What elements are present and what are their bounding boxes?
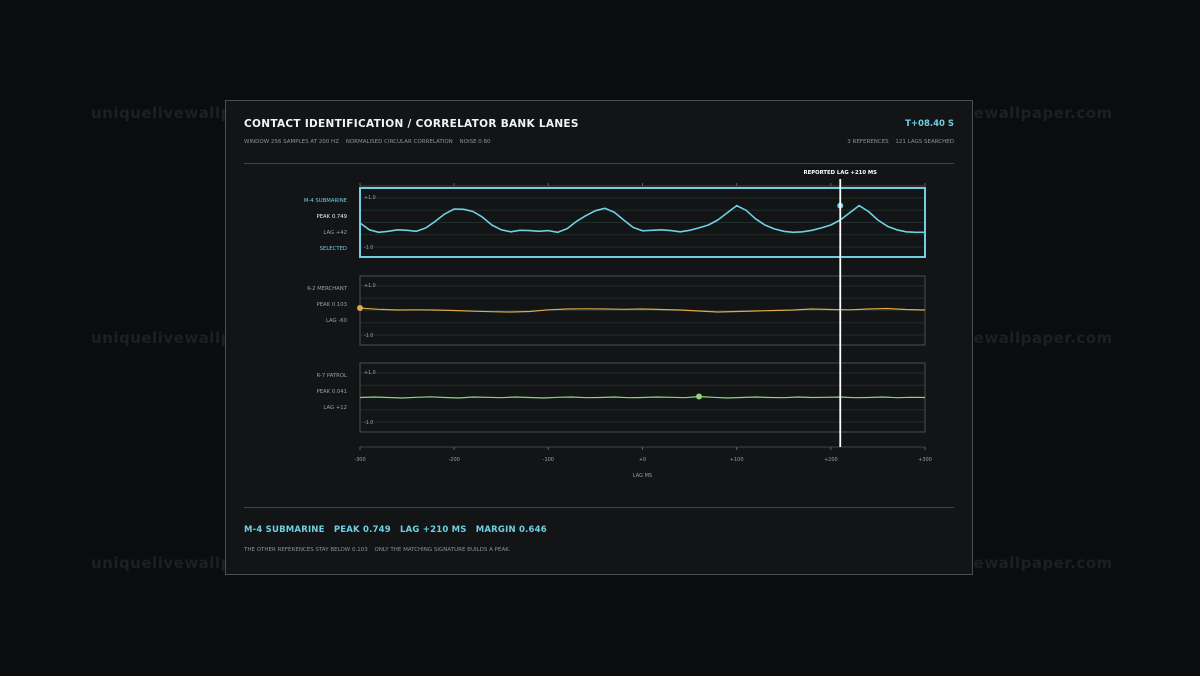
meta-noise: NOISE 0.80 [459, 139, 491, 145]
elapsed-time: T+08.40 S [905, 119, 954, 129]
peak-marker [696, 393, 702, 400]
result-note: THE OTHER REFERENCES STAY BELOW 0.103 ON… [244, 547, 516, 553]
lane-ytick-label: +1.0 [364, 370, 376, 376]
summary-lag: LAG +210 MS [400, 525, 467, 535]
meta-correlation: NORMALISED CIRCULAR CORRELATION [345, 139, 453, 145]
result-summary: M-4 SUBMARINE PEAK 0.749 LAG +210 MS MAR… [244, 525, 553, 535]
meta-references: 3 REFERENCES [847, 139, 889, 145]
lane-name-label: R-7 PATROL [316, 373, 347, 379]
series-line [359, 307, 926, 313]
lane-ytick-label: +1.0 [364, 283, 376, 289]
footer-divider [244, 507, 954, 508]
lane-ytick-label: -1.0 [364, 420, 373, 426]
peak-marker [357, 305, 363, 312]
reported-lag-label: REPORTED LAG +210 MS [804, 170, 878, 176]
note-matching-signature: ONLY THE MATCHING SIGNATURE BUILDS A PEA… [374, 547, 511, 553]
meta-left: WINDOW 256 SAMPLES AT 200 HZ NORMALISED … [244, 139, 496, 145]
meta-lags: 121 LAGS SEARCHED [895, 139, 954, 145]
lane-peak-label: PEAK 0.041 [317, 389, 348, 395]
header-divider [244, 163, 954, 164]
x-axis-label: LAG MS [633, 473, 652, 479]
note-other-references: THE OTHER REFERENCES STAY BELOW 0.103 [244, 547, 368, 553]
x-tick-label: -200 [448, 457, 459, 463]
x-tick-label: -100 [543, 457, 554, 463]
x-tick-label: -300 [354, 457, 365, 463]
x-tick-label: +100 [730, 457, 744, 463]
summary-margin: MARGIN 0.646 [475, 525, 547, 535]
meta-window: WINDOW 256 SAMPLES AT 200 HZ [244, 139, 339, 145]
lane-name-label: K-2 MERCHANT [307, 286, 347, 292]
lane-ytick-label: +1.0 [364, 195, 376, 201]
x-tick-label: +200 [824, 457, 838, 463]
correlator-chart: +1.0 -1.0 M-4 SUBMARINE PEAK 0.749 LAG +42 SE… [304, 170, 932, 479]
lane-name-label: M-4 SUBMARINE [304, 198, 348, 204]
correlator-panel: CONTACT IDENTIFICATION / CORRELATOR BANK… [225, 100, 973, 575]
page-title: CONTACT IDENTIFICATION / CORRELATOR BANK… [244, 118, 579, 130]
lane-lag-label: LAG +12 [323, 405, 347, 411]
x-tick-label: +300 [918, 457, 932, 463]
lane-lag-label: LAG +42 [323, 230, 347, 236]
lane-ytick-label: -1.0 [364, 333, 373, 339]
lane-peak-label: PEAK 0.103 [317, 302, 348, 308]
series-line [359, 204, 925, 234]
summary-peak: PEAK 0.749 [333, 525, 391, 535]
series-line [359, 395, 926, 399]
lane-frame [359, 187, 926, 258]
summary-contact: M-4 SUBMARINE [244, 525, 325, 535]
lane-status-label: SELECTED [320, 246, 347, 252]
x-tick-label: +0 [639, 457, 646, 463]
meta-right: 3 REFERENCES 121 LAGS SEARCHED [842, 139, 954, 145]
lane-peak-label: PEAK 0.749 [317, 214, 348, 220]
lane-lag-label: LAG -60 [326, 318, 348, 324]
lane-ytick-label: -1.0 [364, 245, 373, 251]
